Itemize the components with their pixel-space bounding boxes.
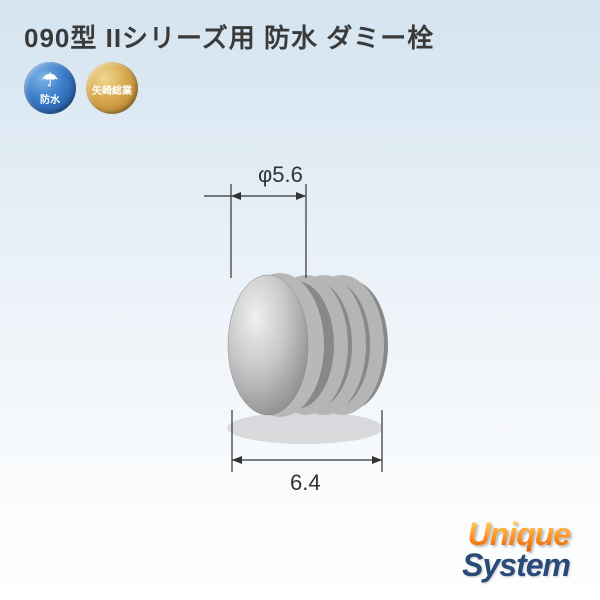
product-title: 090型 IIシリーズ用 防水 ダミー栓 <box>24 18 434 55</box>
manufacturer-badge: 矢崎総業 <box>86 62 138 114</box>
waterproof-badge: ☂ 防水 <box>24 62 76 114</box>
diameter-dimension: φ5.6 <box>204 162 306 278</box>
logo-line2: System <box>422 547 570 583</box>
badge-row: ☂ 防水 矢崎総業 <box>24 62 138 114</box>
plug-shadow <box>227 412 383 444</box>
manufacturer-badge-label: 矢崎総業 <box>92 82 132 97</box>
diameter-label: φ5.6 <box>258 162 303 187</box>
plug-body <box>228 273 388 417</box>
product-diagram: φ5.6 6.4 <box>120 140 480 500</box>
brand-logo: Unique System <box>422 519 570 580</box>
umbrella-icon: ☂ <box>42 71 58 89</box>
waterproof-badge-label: 防水 <box>40 91 60 106</box>
length-label: 6.4 <box>290 470 321 495</box>
product-svg: φ5.6 6.4 <box>120 140 480 500</box>
